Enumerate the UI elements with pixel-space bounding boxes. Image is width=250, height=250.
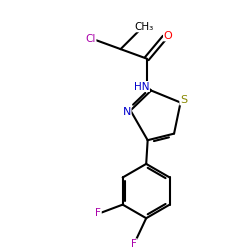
Text: F: F: [95, 208, 101, 218]
Text: O: O: [164, 31, 172, 41]
Text: HN: HN: [134, 82, 150, 92]
Text: N: N: [123, 107, 131, 117]
Text: S: S: [180, 95, 187, 105]
Text: CH₃: CH₃: [134, 22, 154, 32]
Text: F: F: [131, 239, 137, 249]
Text: Cl: Cl: [86, 34, 96, 44]
